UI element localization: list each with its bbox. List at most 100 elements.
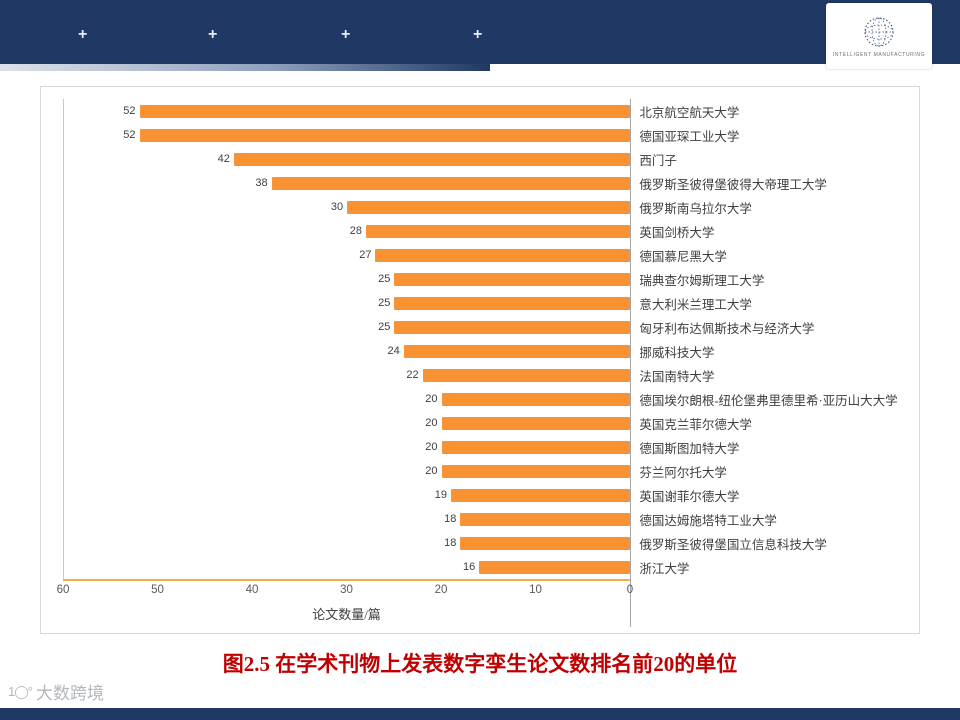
chart-row: 24 挪威科技大学	[64, 339, 903, 363]
category-label: 德国慕尼黑大学	[639, 249, 727, 264]
bar-cell: 18	[64, 507, 631, 531]
bar	[403, 344, 631, 358]
x-tick-label: 10	[529, 584, 542, 596]
bar	[233, 152, 631, 166]
category-label: 俄罗斯圣彼得堡彼得大帝理工大学	[639, 177, 827, 192]
bar	[271, 176, 631, 190]
category-label: 德国埃尔朗根-纽伦堡弗里德里希·亚历山大大学	[639, 393, 898, 408]
bar-value-label: 27	[359, 249, 372, 261]
category-label: 俄罗斯圣彼得堡国立信息科技大学	[639, 537, 827, 552]
chart-row: 38 俄罗斯圣彼得堡彼得大帝理工大学	[64, 171, 903, 195]
chart-row: 20 英国克兰菲尔德大学	[64, 411, 903, 435]
zero-axis-line	[630, 99, 631, 627]
category-label: 法国南特大学	[639, 369, 715, 384]
chart-row: 20 芬兰阿尔托大学	[64, 459, 903, 483]
bar	[441, 392, 631, 406]
chart-row: 28 英国剑桥大学	[64, 219, 903, 243]
bar-chart: 52 北京航空航天大学 52 德国亚琛工业大学 42 西门子 38 俄罗斯圣彼得堡彼得大帝理工…	[40, 86, 920, 634]
bar	[366, 224, 631, 238]
bar-cell: 42	[64, 147, 631, 171]
bar	[394, 296, 631, 310]
bar-value-label: 30	[330, 201, 344, 213]
bar-cell: 18	[64, 531, 631, 555]
bar-cell: 20	[64, 411, 631, 435]
category-label: 匈牙利布达佩斯技术与经济大学	[639, 321, 815, 336]
category-label: 北京航空航天大学	[639, 105, 740, 120]
bar-cell: 20	[64, 387, 631, 411]
bar-cell: 52	[64, 123, 631, 147]
bar-value-label: 25	[378, 321, 391, 333]
category-label: 瑞典查尔姆斯理工大学	[639, 273, 765, 288]
chart-row: 25 瑞典查尔姆斯理工大学	[64, 267, 903, 291]
x-tick-label: 60	[56, 584, 70, 596]
slide-header: + + + + INTELLIGENT MANUFACTURING	[0, 0, 960, 69]
intelligent-manufacturing-logo: INTELLIGENT MANUFACTURING	[826, 3, 932, 69]
bar-cell: 25	[64, 291, 631, 315]
bar-value-label: 20	[425, 417, 438, 429]
category-label: 英国剑桥大学	[639, 225, 715, 240]
chart-row: 18 俄罗斯圣彼得堡国立信息科技大学	[64, 531, 903, 555]
category-label: 德国达姆施塔特工业大学	[639, 513, 777, 528]
bar-cell: 28	[64, 219, 631, 243]
category-label: 意大利米兰理工大学	[639, 297, 752, 312]
dotted-globe-icon	[864, 17, 894, 46]
bar-value-label: 20	[425, 465, 438, 477]
bar	[450, 488, 631, 502]
chart-row: 42 西门子	[64, 147, 903, 171]
chart-row: 18 德国达姆施塔特工业大学	[64, 507, 903, 531]
bar	[460, 512, 631, 526]
category-label: 俄罗斯南乌拉尔大学	[639, 201, 752, 216]
bar-value-label: 16	[463, 561, 476, 573]
watermark: 1◯° 大数跨境	[8, 679, 104, 704]
bar	[394, 320, 631, 334]
category-label: 德国斯图加特大学	[639, 441, 740, 456]
category-label: 英国克兰菲尔德大学	[639, 417, 752, 432]
x-axis-ticks: 60 50 40 30 20 10 0	[57, 584, 634, 602]
bar-value-label: 18	[444, 537, 457, 549]
plot-area: 52 北京航空航天大学 52 德国亚琛工业大学 42 西门子 38 俄罗斯圣彼得堡彼得大帝理工…	[57, 99, 903, 627]
category-label: 芬兰阿尔托大学	[639, 465, 727, 480]
chart-row: 27 德国慕尼黑大学	[64, 243, 903, 267]
bar	[375, 248, 631, 262]
header-gradient-strip	[0, 64, 490, 71]
plus-mark: +	[208, 26, 218, 43]
bar-value-label: 52	[123, 129, 136, 141]
x-tick-label: 50	[151, 584, 164, 596]
bar	[479, 560, 631, 574]
x-axis-line	[63, 579, 630, 581]
x-tick-label: 40	[245, 584, 259, 596]
category-label: 西门子	[639, 153, 677, 168]
chart-row: 16 浙江大学	[64, 555, 903, 579]
bar	[460, 536, 631, 550]
chart-row: 20 德国埃尔朗根-纽伦堡弗里德里希·亚历山大大学	[64, 387, 903, 411]
x-tick-label: 0	[626, 584, 634, 596]
x-tick-label: 20	[434, 584, 448, 596]
logo-text: INTELLIGENT MANUFACTURING	[832, 51, 926, 58]
chart-row: 20 德国斯图加特大学	[64, 435, 903, 459]
plus-mark: +	[78, 26, 88, 43]
bar-value-label: 24	[387, 345, 400, 357]
bar-cell: 30	[64, 195, 631, 219]
bar-value-label: 25	[378, 297, 391, 309]
category-label: 德国亚琛工业大学	[639, 129, 740, 144]
bar	[347, 200, 631, 214]
bar	[139, 104, 631, 118]
bar-value-label: 19	[434, 489, 447, 501]
bar	[441, 440, 631, 454]
bar-cell: 16	[64, 555, 631, 579]
chart-rows: 52 北京航空航天大学 52 德国亚琛工业大学 42 西门子 38 俄罗斯圣彼得堡彼得大帝理工…	[63, 99, 903, 579]
watermark-text: 大数跨境	[35, 684, 104, 703]
bar-value-label: 42	[217, 153, 230, 165]
plus-mark: +	[341, 26, 351, 43]
ten-degree-logo-icon: 1◯°	[8, 683, 33, 699]
x-axis-label: 论文数量/篇	[312, 607, 381, 622]
chart-row: 52 北京航空航天大学	[64, 99, 903, 123]
chart-row: 52 德国亚琛工业大学	[64, 123, 903, 147]
bar-value-label: 25	[378, 273, 391, 285]
bar-cell: 22	[64, 363, 631, 387]
bar-value-label: 20	[425, 441, 438, 453]
x-tick-label: 30	[340, 584, 353, 596]
bar-value-label: 20	[425, 393, 438, 405]
bar-cell: 20	[64, 459, 631, 483]
footer-bar	[0, 708, 960, 720]
